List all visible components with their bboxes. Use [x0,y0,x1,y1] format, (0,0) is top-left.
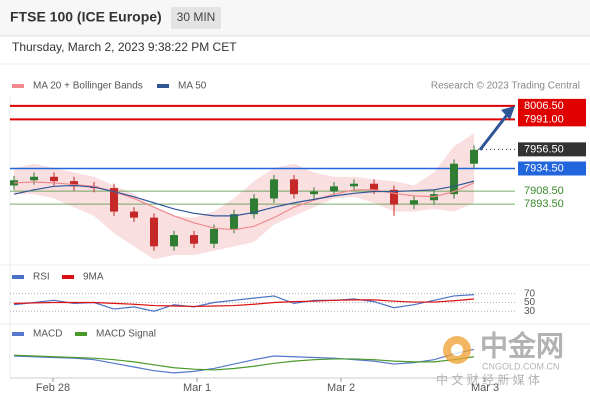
candle-body [250,198,258,215]
series-line [13,354,475,371]
legend-swatch [157,84,169,88]
candle-body [190,235,198,244]
watermark: 中金网 CNGOLD.COM.CN 中 文 财 经 新 媒 体 [436,329,564,387]
candle-body [130,211,138,218]
x-tick-label: Mar 1 [183,382,211,394]
watermark-slogan: 中 文 财 经 新 媒 体 [436,372,540,387]
candle-body [30,176,38,181]
x-tick-label: Feb 28 [36,382,70,394]
legend-label: RSI [33,272,50,283]
legend-swatch [62,275,74,279]
candle-body [350,183,358,187]
header-bar [0,0,590,36]
legend-swatch [75,332,87,336]
candle-body [50,176,58,182]
candle-body [230,214,238,229]
candle-body [70,181,78,187]
y-tick-label: 50 [524,297,536,308]
watermark-domain: CNGOLD.COM.CN [482,361,560,371]
timestamp: Thursday, March 2, 2023 9:38:22 PM CET [12,40,237,54]
legend-label: MA 20 + Bollinger Bands [33,81,143,92]
level-label: 7893.50 [524,198,564,210]
y-tick-label: 30 [524,306,536,317]
bollinger-band [14,133,474,260]
candle-body [370,183,378,190]
candle-body [290,179,298,195]
x-tick-label: Mar 2 [327,382,355,394]
candle-body [410,200,418,205]
candle-body [310,191,318,195]
level-label: 7991.00 [524,113,564,125]
level-box [518,161,586,176]
credit: Research © 2023 Trading Central [431,81,580,92]
candle-body [330,186,338,192]
candle-body [270,179,278,199]
interval-label[interactable]: 30 MIN [177,10,216,24]
legend-label: MACD Signal [96,329,156,340]
level-box [518,98,586,113]
legend-label: MACD [33,329,62,340]
legend-swatch [12,84,24,88]
candle-body [390,189,398,205]
level-label: 7956.50 [524,143,564,155]
level-box [518,112,586,127]
candle-body [150,217,158,247]
watermark-icon [451,344,463,356]
legend-swatch [12,275,24,279]
y-tick-label: 70 [524,288,536,299]
forecast-arrow [478,108,513,151]
series-line [13,348,475,374]
forecast-arrowhead [501,105,515,120]
candle-body [210,228,218,244]
interval-button[interactable] [171,7,221,29]
legend-label: 9MA [83,272,104,283]
x-tick-label: Mar 3 [471,382,499,394]
legend-swatch [12,332,24,336]
series-line [13,181,475,231]
level-box [518,142,586,157]
level-label: 7908.50 [524,185,564,197]
candle-body [450,163,458,195]
candle-body [110,188,118,212]
candle-body [170,235,178,247]
series-line [13,180,475,217]
legend-label: MA 50 [178,81,207,92]
level-label: 8006.50 [524,100,564,112]
title: FTSE 100 (ICE Europe) [10,9,162,25]
series-line [13,298,475,308]
level-label: 7934.50 [524,162,564,174]
candle-body [470,149,478,164]
watermark-brand: 中金网 [480,329,564,361]
